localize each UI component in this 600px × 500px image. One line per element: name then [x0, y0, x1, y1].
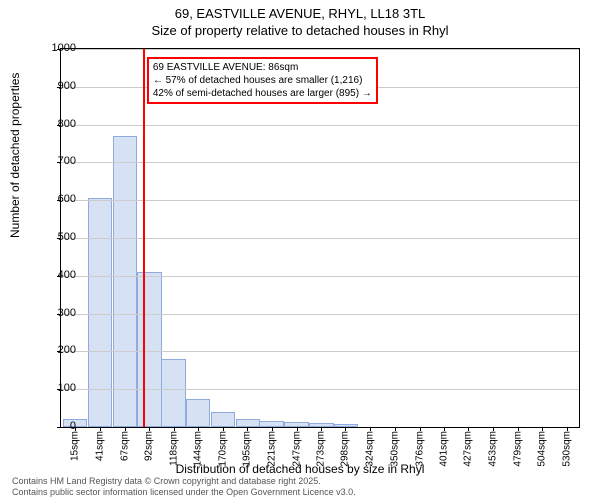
y-axis-label: Number of detached properties	[8, 73, 22, 238]
x-tick-label: 453sqm	[488, 427, 499, 467]
x-tick-label: 221sqm	[266, 427, 277, 467]
histogram-bar	[211, 412, 236, 427]
property-marker-line	[143, 49, 145, 427]
x-tick-label: 92sqm	[143, 427, 154, 461]
y-tick-label: 800	[40, 118, 76, 130]
footer-line2: Contains public sector information licen…	[12, 487, 356, 498]
annotation-box: 69 EASTVILLE AVENUE: 86sqm ← 57% of deta…	[147, 57, 378, 104]
x-tick-label: 247sqm	[291, 427, 302, 467]
histogram-chart: 69, EASTVILLE AVENUE, RHYL, LL18 3TL Siz…	[0, 0, 600, 500]
attribution-footer: Contains HM Land Registry data © Crown c…	[12, 476, 356, 498]
x-tick-label: 479sqm	[512, 427, 523, 467]
x-tick-label: 170sqm	[218, 427, 229, 467]
histogram-bar	[236, 419, 261, 427]
grid-line	[61, 49, 579, 50]
plot-area: 69 EASTVILLE AVENUE: 86sqm ← 57% of deta…	[60, 48, 580, 428]
x-tick-label: 427sqm	[463, 427, 474, 467]
x-tick-label: 530sqm	[561, 427, 572, 467]
annotation-line3: 42% of semi-detached houses are larger (…	[153, 87, 372, 100]
y-tick-label: 200	[40, 344, 76, 356]
y-tick-label: 400	[40, 269, 76, 281]
histogram-bar	[186, 399, 211, 427]
y-tick-label: 1000	[40, 42, 76, 54]
histogram-bar	[161, 359, 186, 427]
grid-line	[61, 276, 579, 277]
x-tick-label: 67sqm	[119, 427, 130, 461]
title-address: 69, EASTVILLE AVENUE, RHYL, LL18 3TL	[0, 6, 600, 23]
annotation-line2: ← 57% of detached houses are smaller (1,…	[153, 74, 372, 87]
grid-line	[61, 389, 579, 390]
grid-line	[61, 162, 579, 163]
y-tick-label: 0	[40, 420, 76, 432]
annotation-line1: 69 EASTVILLE AVENUE: 86sqm	[153, 61, 372, 74]
grid-line	[61, 200, 579, 201]
x-tick-label: 273sqm	[316, 427, 327, 467]
histogram-bar	[137, 272, 162, 427]
histogram-bar	[113, 136, 138, 427]
chart-title: 69, EASTVILLE AVENUE, RHYL, LL18 3TL Siz…	[0, 0, 600, 40]
x-tick-label: 401sqm	[438, 427, 449, 467]
y-tick-label: 600	[40, 193, 76, 205]
grid-line	[61, 125, 579, 126]
y-tick-label: 300	[40, 307, 76, 319]
grid-line	[61, 351, 579, 352]
x-tick-label: 118sqm	[168, 427, 179, 466]
title-subtitle: Size of property relative to detached ho…	[0, 23, 600, 40]
x-tick-label: 15sqm	[70, 427, 81, 461]
y-tick-label: 500	[40, 231, 76, 243]
x-tick-label: 376sqm	[414, 427, 425, 467]
x-tick-label: 350sqm	[389, 427, 400, 467]
grid-line	[61, 314, 579, 315]
x-tick-label: 195sqm	[242, 427, 253, 467]
x-tick-label: 504sqm	[536, 427, 547, 467]
x-tick-label: 144sqm	[193, 427, 204, 467]
x-tick-label: 41sqm	[95, 427, 106, 461]
y-tick-label: 100	[40, 382, 76, 394]
footer-line1: Contains HM Land Registry data © Crown c…	[12, 476, 356, 487]
y-tick-label: 900	[40, 80, 76, 92]
grid-line	[61, 238, 579, 239]
y-tick-label: 700	[40, 155, 76, 167]
x-tick-label: 298sqm	[340, 427, 351, 467]
x-axis-label: Distribution of detached houses by size …	[0, 462, 600, 476]
x-tick-label: 324sqm	[365, 427, 376, 467]
